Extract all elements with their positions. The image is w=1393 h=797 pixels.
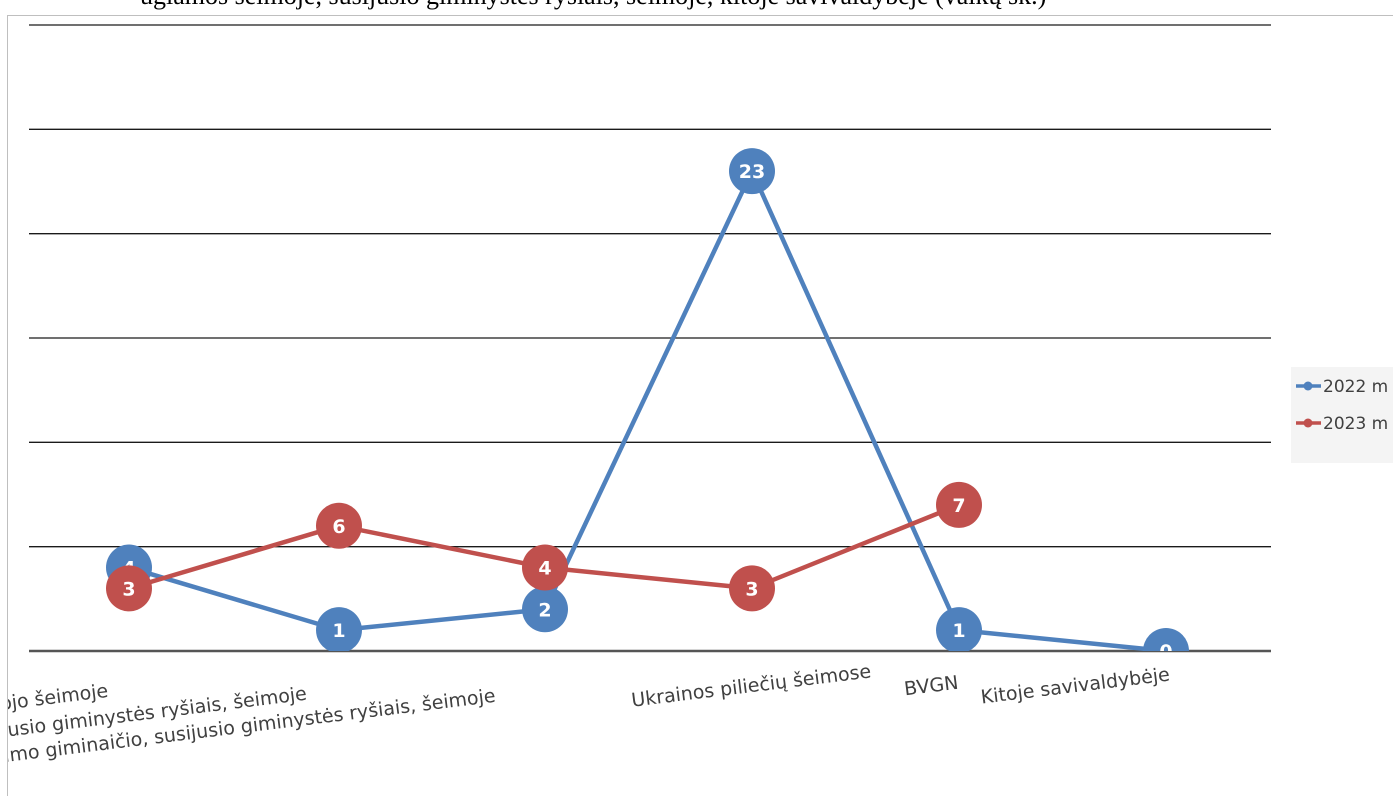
- header-text: ugiamos šeimoje, susijusio giminystės ry…: [140, 0, 1046, 11]
- data-point[interactable]: [1143, 628, 1189, 674]
- legend-marker-2: [1303, 418, 1313, 428]
- data-point[interactable]: [522, 544, 568, 591]
- page-header-fragment: ugiamos šeimoje, susijusio giminystės ry…: [0, 0, 1393, 14]
- data-label: 3: [745, 578, 758, 600]
- data-point[interactable]: [316, 502, 362, 549]
- data-label: 2: [538, 599, 551, 621]
- series-line-1: [128, 168, 1167, 651]
- data-label: 6: [332, 516, 345, 538]
- data-point[interactable]: [106, 565, 152, 612]
- data-label: 7: [952, 495, 965, 517]
- legend-marker-1: [1303, 381, 1313, 391]
- data-point[interactable]: [936, 481, 982, 528]
- data-label: 0: [1159, 641, 1172, 663]
- legend-label-1: 2022 m: [1323, 377, 1388, 397]
- data-label: 23: [739, 161, 765, 183]
- x-tick-label: Kitoje savivaldybėje: [980, 664, 1171, 709]
- data-point[interactable]: [936, 607, 982, 653]
- data-label: 1: [332, 620, 345, 642]
- data-point[interactable]: [729, 148, 775, 195]
- data-label: 4: [538, 558, 551, 580]
- data-point[interactable]: [522, 586, 568, 633]
- chart-area: imo giminaičio, susijusio giminystės ryš…: [7, 15, 1393, 796]
- data-point[interactable]: [316, 607, 362, 653]
- line-chart: imo giminaičio, susijusio giminystės ryš…: [8, 24, 1393, 767]
- data-label: 3: [122, 578, 135, 600]
- x-tick-label: Ukrainos piliečių šeimose: [630, 660, 872, 711]
- data-label: 1: [952, 620, 965, 642]
- x-tick-label: BVGN: [903, 672, 960, 700]
- legend-label-2: 2023 m: [1323, 414, 1388, 434]
- data-point[interactable]: [729, 565, 775, 612]
